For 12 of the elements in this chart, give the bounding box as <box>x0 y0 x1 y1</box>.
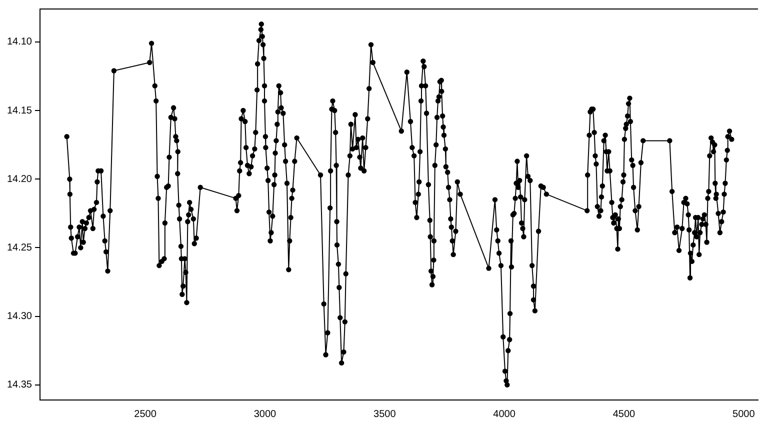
x-tick-label: 5000 <box>732 408 756 420</box>
y-tick-label: 14.30 <box>6 311 32 322</box>
x-tick-label: 3000 <box>254 408 277 420</box>
y-tick-label: 14.25 <box>6 242 32 254</box>
x-tick-label: 4500 <box>612 408 636 420</box>
x-tick-label: 4000 <box>493 408 516 420</box>
y-tick-label: 14.20 <box>6 174 32 185</box>
y-tick-label: 14.15 <box>6 105 32 116</box>
y-tick-label: 14.35 <box>6 380 32 391</box>
x-tick-label: 3500 <box>374 408 396 420</box>
y-tick-label: 14.10 <box>6 36 32 48</box>
x-tick-label: 2500 <box>134 408 157 420</box>
